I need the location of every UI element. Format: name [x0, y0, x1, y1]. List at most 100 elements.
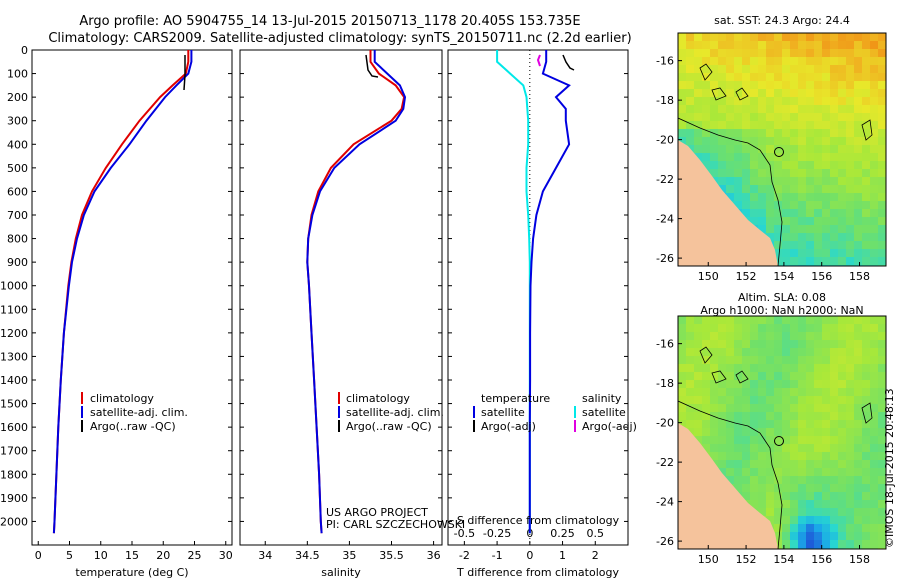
map-cell: [790, 532, 799, 541]
map-cell: [822, 225, 831, 234]
map-cell: [846, 388, 855, 397]
map-cell: [846, 500, 855, 509]
map-cell: [774, 177, 783, 186]
map-cell: [758, 185, 767, 194]
map-cell: [854, 153, 863, 162]
map-cell: [726, 177, 735, 186]
map-cell: [878, 97, 886, 106]
map-cell: [734, 161, 743, 170]
map-cell: [758, 201, 767, 210]
map-cell: [758, 161, 767, 170]
map-cell: [854, 356, 863, 365]
map-cell: [790, 428, 799, 437]
map-cell: [830, 33, 839, 42]
map-cell: [734, 97, 743, 106]
map-cell: [702, 428, 711, 437]
map-cell: [694, 396, 703, 405]
map-cell: [870, 217, 879, 226]
map-cell: [798, 81, 807, 90]
map-cell: [750, 436, 759, 445]
map-cell: [878, 460, 886, 469]
map-cell: [806, 324, 815, 333]
map-cell: [862, 193, 871, 202]
map-cell: [814, 420, 823, 429]
map-cell: [774, 348, 783, 357]
map-cell: [806, 73, 815, 82]
diff-top-xlabel: S difference from climatology: [457, 514, 620, 527]
map-cell: [734, 436, 743, 445]
map-cell: [686, 57, 695, 66]
map-cell: [782, 257, 791, 266]
map-cell: [814, 436, 823, 445]
map-cell: [878, 57, 886, 66]
map-cell: [774, 332, 783, 341]
map-cell: [870, 105, 879, 114]
map-cell: [782, 209, 791, 218]
difference-x-axis: -2 -1 0 1 2: [459, 541, 599, 562]
map-cell: [726, 137, 735, 146]
map-cell: [830, 89, 839, 98]
map-cell: [678, 388, 687, 397]
map-cell: [726, 113, 735, 122]
x-tick-label: 34.5: [295, 549, 320, 562]
map-cell: [854, 185, 863, 194]
map-cell: [886, 217, 895, 226]
map-cell: [846, 524, 855, 533]
map-cell: [790, 73, 799, 82]
map-cell: [806, 388, 815, 397]
map-cell: [694, 316, 703, 325]
map-cell: [766, 340, 775, 349]
map-cell: [750, 105, 759, 114]
map-cell: [734, 404, 743, 413]
x-tick-label: -2: [459, 549, 470, 562]
map-cell: [870, 356, 879, 365]
map-cell: [790, 153, 799, 162]
map-cell: [870, 476, 879, 485]
map-cell: [838, 89, 847, 98]
map-cell: [758, 193, 767, 202]
map-cell: [702, 348, 711, 357]
map-cell: [822, 348, 831, 357]
map-cell: [710, 348, 719, 357]
map-cell: [814, 316, 823, 325]
map-cell: [830, 524, 839, 533]
map-cell: [750, 33, 759, 42]
map-cell: [806, 460, 815, 469]
map-cell: [758, 436, 767, 445]
sst-map-axes: 150 152 154 156 158 -16 -18 -20 -22 -24 -26: [656, 55, 870, 283]
map-cell: [766, 436, 775, 445]
map-cell: [702, 332, 711, 341]
map-cell: [790, 372, 799, 381]
map-cell: [790, 121, 799, 130]
map-cell: [750, 193, 759, 202]
map-cell: [862, 249, 871, 258]
map-cell: [750, 137, 759, 146]
map-cell: [886, 372, 895, 381]
map-cell: [790, 324, 799, 333]
map-cell: [846, 57, 855, 66]
depth-tick-label: 400: [7, 138, 28, 151]
map-cell: [718, 137, 727, 146]
map-cell: [766, 468, 775, 477]
map-cell: [870, 420, 879, 429]
map-cell: [758, 89, 767, 98]
map-cell: [822, 153, 831, 162]
map-cell: [878, 33, 886, 42]
map-cell: [854, 532, 863, 541]
map-cell: [710, 364, 719, 373]
legend-label-satellite: satellite-adj. clim.: [90, 406, 188, 419]
map-cell: [822, 332, 831, 341]
map-cell: [830, 169, 839, 178]
map-cell: [694, 89, 703, 98]
map-cell: [838, 348, 847, 357]
map-cell: [822, 452, 831, 461]
map-cell: [878, 356, 886, 365]
map-cell: [774, 356, 783, 365]
map-cell: [742, 209, 751, 218]
temperature-satellite-line: [52, 50, 193, 534]
map-cell: [886, 380, 895, 389]
map-cell: [806, 217, 815, 226]
map-cell: [846, 332, 855, 341]
map-cell: [838, 524, 847, 533]
map-cell: [694, 137, 703, 146]
